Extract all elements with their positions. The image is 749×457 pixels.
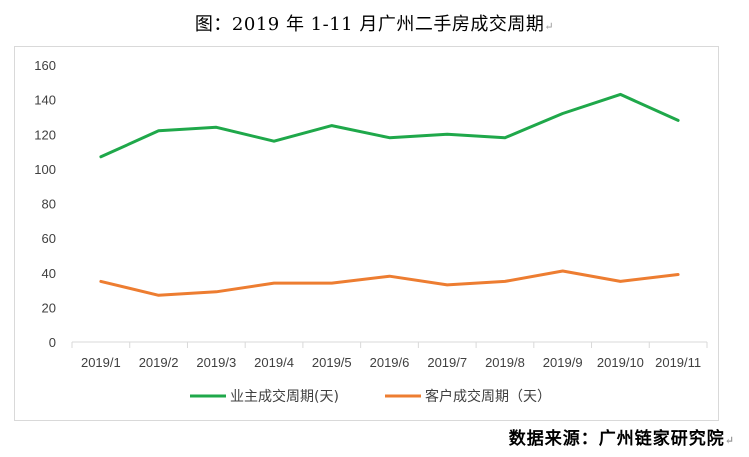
return-mark-icon: ↵ — [544, 20, 555, 33]
return-mark-icon: ↵ — [724, 434, 735, 447]
x-tick-label: 2019/5 — [312, 355, 352, 370]
x-tick-label: 2019/9 — [543, 355, 583, 370]
series-line-2 — [99, 269, 680, 297]
chart-title-text: 图：2019 年 1-11 月广州二手房成交周期 — [194, 14, 545, 35]
y-tick-label: 140 — [34, 93, 56, 108]
chart-title: 图：2019 年 1-11 月广州二手房成交周期↵ — [0, 10, 749, 36]
y-tick-label: 160 — [34, 58, 56, 73]
x-tick-label: 2019/10 — [597, 355, 644, 370]
y-tick-label: 60 — [42, 231, 56, 246]
x-tick-label: 2019/11 — [655, 355, 701, 370]
legend-label-1: 业主成交周期(天) — [230, 388, 339, 405]
chart-frame — [14, 46, 719, 421]
data-source-text: 数据来源：广州链家研究院 — [508, 429, 725, 449]
x-tick-label: 2019/4 — [254, 355, 294, 370]
y-tick-label: 40 — [42, 266, 56, 281]
x-tick-label: 2019/1 — [81, 355, 121, 370]
y-tick-label: 20 — [42, 300, 56, 315]
y-tick-label: 80 — [42, 197, 56, 212]
x-tick-label: 2019/8 — [485, 355, 525, 370]
y-tick-label: 120 — [34, 127, 56, 142]
x-tick-label: 2019/3 — [196, 355, 236, 370]
data-source: 数据来源：广州链家研究院↵ — [509, 424, 735, 449]
x-tick-label: 2019/2 — [139, 355, 179, 370]
y-tick-label: 0 — [49, 335, 56, 350]
x-tick-label: 2019/7 — [427, 355, 467, 370]
legend-label-2: 客户成交周期（天） — [425, 388, 551, 405]
series-line-1 — [99, 92, 680, 159]
y-tick-label: 100 — [34, 162, 56, 177]
x-tick-label: 2019/6 — [370, 355, 410, 370]
